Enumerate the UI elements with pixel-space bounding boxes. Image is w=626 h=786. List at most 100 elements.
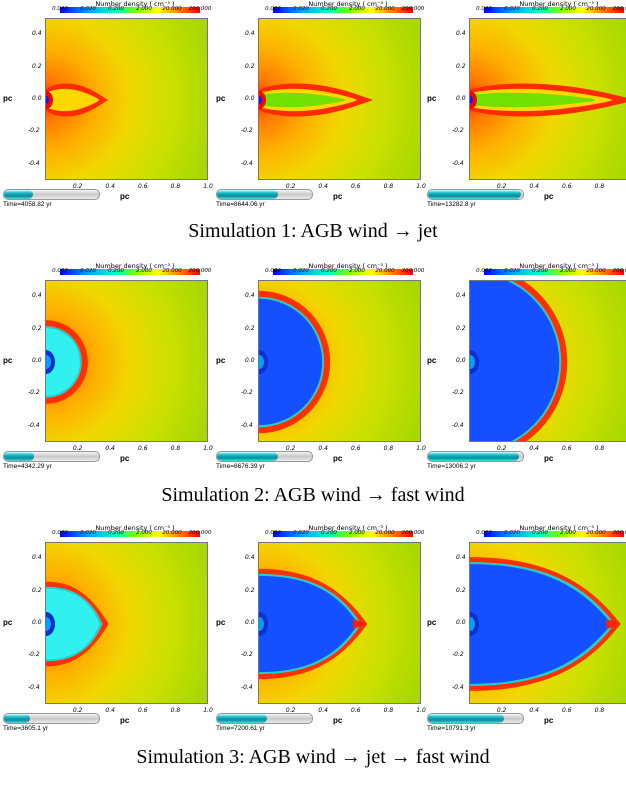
y-tick-label: -0.4	[452, 159, 464, 167]
density-map	[469, 542, 626, 704]
y-tick-label: 0.2	[245, 324, 255, 332]
x-tick-label: 0.2	[72, 445, 83, 452]
colorbar-tick-label: 0.002	[265, 268, 281, 274]
colorbar-title: Number density ( cm⁻³ )	[519, 262, 599, 270]
x-tick-label: 0.2	[285, 707, 296, 714]
jet-tip	[353, 619, 368, 629]
y-tick-label: 0.0	[245, 95, 255, 102]
time-label: Time=7200.61 yr	[216, 725, 265, 732]
colorbar-tick-label: 200.000	[188, 6, 212, 12]
colorbar-tick-label: 20.000	[375, 530, 395, 536]
colorbar-tick-label: 2.000	[136, 268, 152, 274]
density-map	[258, 280, 421, 442]
colorbar-tick-label: 2.000	[560, 6, 576, 12]
y-tick-label: 0.4	[245, 554, 255, 562]
central-source-core	[259, 96, 262, 104]
colorbar-tick-label: 2.000	[560, 268, 576, 274]
time-label: Time=13282.8 yr	[427, 201, 476, 208]
colorbar-tick-label: 2.000	[349, 530, 365, 536]
colorbar-tick-label: 200.000	[401, 530, 425, 536]
colorbar	[273, 269, 413, 275]
central-source	[259, 91, 266, 109]
x-tick-label: 0.4	[318, 707, 328, 714]
colorbar-tick-label: 0.020	[504, 530, 520, 536]
x-axis-label: pc	[333, 716, 343, 725]
y-tick-label: 0.0	[456, 357, 466, 364]
y-tick-label: -0.2	[452, 389, 464, 397]
colorbar-tick-label: 0.200	[321, 6, 337, 12]
simulation-row: Number density ( cm⁻³ ) 0.002 0.020 0.200 2.…	[0, 262, 626, 522]
y-tick-label: 0.0	[245, 619, 255, 626]
y-tick-label: 0.2	[245, 62, 255, 70]
y-tick-label: 0.4	[245, 30, 255, 38]
y-tick-label: -0.2	[241, 127, 253, 135]
colorbar-tick-label: 20.000	[586, 530, 606, 536]
central-source-core	[470, 617, 475, 631]
colorbar-tick-label: 0.002	[265, 6, 281, 12]
simulation-caption: Simulation 2: AGB wind → fast wind	[161, 484, 465, 506]
colorbar-tick-label: 20.000	[162, 530, 182, 536]
time-progress-bar	[216, 189, 313, 200]
colorbar-title: Number density ( cm⁻³ )	[95, 0, 175, 8]
x-tick-label: 0.2	[285, 183, 296, 190]
y-tick-label: -0.2	[452, 651, 464, 659]
colorbar-tick-label: 0.020	[293, 268, 309, 274]
simulation-panel: Number density ( cm⁻³ ) 0.002 0.020 0.200 2.…	[213, 0, 426, 218]
colorbar-tick-label: 200.000	[612, 6, 626, 12]
simulation-row: Number density ( cm⁻³ ) 0.002 0.020 0.200 2.…	[0, 0, 626, 260]
x-tick-label: 0.2	[72, 183, 83, 190]
colorbar-title: Number density ( cm⁻³ )	[519, 524, 599, 532]
y-tick-label: 0.4	[456, 292, 466, 300]
x-axis-label: pc	[544, 454, 554, 463]
colorbar-tick-label: 2.000	[560, 530, 576, 536]
y-tick-label: 0.2	[245, 586, 255, 594]
y-tick-label: -0.4	[28, 683, 40, 691]
colorbar-title: Number density ( cm⁻³ )	[308, 524, 388, 532]
x-tick-label: 0.8	[170, 707, 181, 714]
y-axis-label: pc	[3, 356, 13, 365]
colorbar-tick-label: 0.002	[52, 268, 68, 274]
x-tick-label: 1.0	[416, 707, 426, 714]
time-progress-fill	[217, 714, 268, 723]
colorbar-title: Number density ( cm⁻³ )	[308, 262, 388, 270]
time-progress-bar	[216, 451, 313, 462]
x-tick-label: 0.6	[351, 183, 361, 190]
y-tick-label: 0.2	[456, 62, 466, 70]
central-source-core	[259, 617, 264, 631]
x-tick-label: 0.2	[285, 445, 296, 452]
colorbar-tick-label: 0.002	[476, 530, 492, 536]
y-tick-label: -0.2	[28, 651, 40, 659]
x-axis-label: pc	[120, 716, 130, 725]
colorbar	[273, 7, 413, 13]
y-axis-label: pc	[216, 94, 226, 103]
x-tick-label: 0.6	[138, 183, 148, 190]
colorbar	[60, 531, 200, 537]
colorbar-tick-label: 2.000	[136, 6, 152, 12]
colorbar-tick-label: 200.000	[612, 268, 626, 274]
colorbar-tick-label: 200.000	[612, 530, 626, 536]
x-axis-label: pc	[333, 454, 343, 463]
jet-interior	[259, 92, 345, 108]
colorbar-tick-label: 0.020	[293, 6, 309, 12]
colorbar-tick-label: 0.020	[293, 530, 309, 536]
x-tick-label: 0.4	[105, 445, 115, 452]
y-tick-label: -0.2	[28, 389, 40, 397]
x-tick-label: 0.4	[105, 183, 115, 190]
simulation-panel: Number density ( cm⁻³ ) 0.002 0.020 0.200 2.…	[213, 524, 426, 742]
x-tick-label: 0.4	[318, 445, 328, 452]
time-progress-bar	[427, 713, 524, 724]
y-tick-label: -0.4	[452, 683, 464, 691]
colorbar-tick-label: 0.200	[321, 268, 337, 274]
time-label: Time=8676.39 yr	[216, 463, 265, 470]
central-source	[46, 91, 53, 109]
colorbar-tick-label: 200.000	[401, 268, 425, 274]
colorbar-title: Number density ( cm⁻³ )	[519, 0, 599, 8]
density-map	[258, 542, 421, 704]
time-progress-fill	[4, 190, 33, 199]
simulation-panel: Number density ( cm⁻³ ) 0.002 0.020 0.200 2.…	[424, 0, 626, 218]
colorbar-tick-label: 2.000	[136, 530, 152, 536]
y-tick-label: -0.4	[452, 421, 464, 429]
y-tick-label: 0.4	[32, 30, 42, 38]
y-axis-label: pc	[216, 356, 226, 365]
colorbar-tick-label: 0.002	[476, 268, 492, 274]
